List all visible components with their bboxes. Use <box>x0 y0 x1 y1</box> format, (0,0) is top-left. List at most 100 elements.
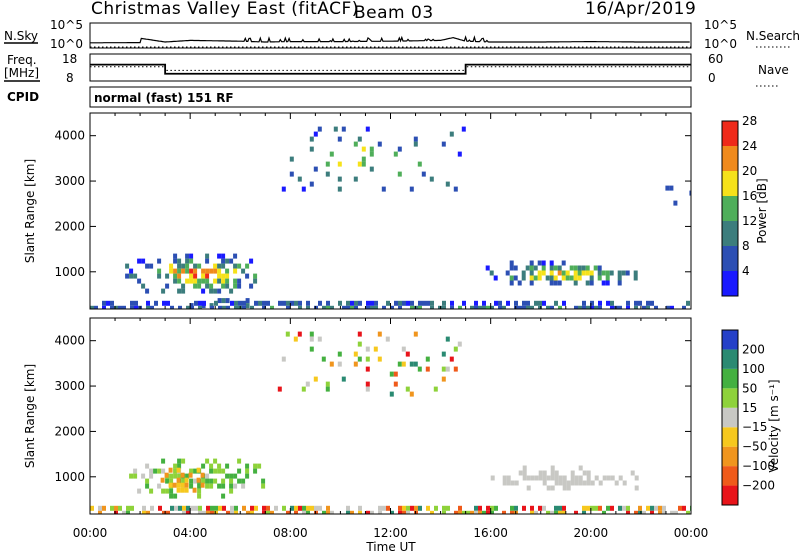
velocity-cell <box>317 336 322 342</box>
velocity-cell <box>126 510 130 514</box>
power-cell <box>545 275 550 281</box>
power-cell <box>402 300 406 306</box>
power-cell <box>146 300 150 306</box>
velocity-cell <box>662 505 666 511</box>
power-cell <box>189 268 194 274</box>
power-cell <box>337 161 342 167</box>
power-cell <box>290 300 294 306</box>
power-ytick-label: 2000 <box>54 219 85 233</box>
velocity-cell <box>490 505 494 511</box>
velocity-cell <box>574 480 579 486</box>
velocity-cell <box>434 505 438 511</box>
power-cell <box>533 265 538 271</box>
power-cell <box>589 280 594 286</box>
velocity-cell <box>554 480 559 486</box>
power-cell <box>149 263 154 269</box>
freq-panel-frame <box>89 53 692 82</box>
power-cell <box>309 181 314 187</box>
power-cell <box>286 305 290 309</box>
power-cell <box>242 300 246 306</box>
velocity-cell <box>526 475 531 481</box>
velocity-cell <box>142 505 146 511</box>
power-cell <box>289 171 294 177</box>
power-cell <box>593 265 598 271</box>
power-colorbar-swatch <box>722 146 738 171</box>
velocity-cell <box>554 510 558 514</box>
velocity-cell <box>222 505 226 511</box>
power-cell <box>245 303 250 309</box>
power-cell <box>225 283 230 289</box>
velocity-cell <box>586 480 591 486</box>
velocity-cell <box>357 341 362 347</box>
power-cell <box>441 141 446 147</box>
velocity-cell <box>458 510 462 514</box>
velocity-colorbar-tick: 15 <box>742 401 757 415</box>
velocity-cell <box>538 505 542 511</box>
power-cell <box>673 200 678 206</box>
power-cell <box>157 273 162 279</box>
power-cell <box>541 265 546 271</box>
velocity-cell <box>674 510 678 514</box>
velocity-cell <box>534 475 539 481</box>
power-cell <box>177 258 182 264</box>
power-cell <box>366 300 370 306</box>
power-cell <box>289 156 294 162</box>
velocity-cell <box>221 468 226 474</box>
velocity-cell <box>176 467 181 473</box>
noise-panel-frame <box>89 22 692 49</box>
velocity-cell <box>510 510 514 514</box>
power-cell <box>329 151 334 157</box>
power-cell <box>286 300 290 306</box>
power-cell <box>237 263 242 269</box>
velocity-cell <box>114 510 118 514</box>
velocity-cell <box>478 510 482 514</box>
velocity-cell <box>294 510 298 514</box>
velocity-cell <box>325 386 330 392</box>
power-cell <box>549 280 554 286</box>
velocity-cell <box>365 366 370 372</box>
power-cell <box>118 305 122 309</box>
velocity-cell <box>237 458 242 464</box>
velocity-cell <box>430 510 434 514</box>
velocity-cell <box>389 391 394 397</box>
power-cell <box>270 305 274 309</box>
velocity-cell <box>217 483 222 489</box>
velocity-cell <box>173 473 178 479</box>
power-cell <box>346 305 350 309</box>
velocity-cell <box>586 470 591 476</box>
nave-ytick-bottom: 0 <box>708 71 716 85</box>
power-cell <box>262 300 266 306</box>
power-cell <box>173 258 178 264</box>
power-cell <box>341 126 346 132</box>
power-cell <box>509 280 514 286</box>
power-cell <box>562 300 566 306</box>
velocity-cell <box>614 480 619 486</box>
power-cell <box>369 166 374 172</box>
power-cell <box>225 268 230 274</box>
power-cell <box>529 265 534 271</box>
power-cell <box>253 273 258 279</box>
power-cell <box>170 305 174 309</box>
velocity-cell <box>309 336 314 342</box>
velocity-cell <box>558 480 563 486</box>
power-cell <box>513 265 518 271</box>
cpid-value: normal (fast) 151 RF <box>94 91 234 105</box>
power-cell <box>197 278 202 284</box>
power-cell <box>494 300 498 306</box>
power-cell <box>478 305 482 309</box>
power-cell <box>177 268 182 274</box>
velocity-cell <box>502 510 506 514</box>
power-ytick-label: 1000 <box>54 265 85 279</box>
velocity-cell <box>325 381 330 387</box>
power-cell <box>686 300 690 306</box>
power-cell <box>557 265 562 271</box>
velocity-cell <box>229 473 234 479</box>
velocity-cell <box>309 331 314 337</box>
power-cell <box>557 280 562 286</box>
power-cell <box>569 265 574 271</box>
power-cell <box>318 300 322 306</box>
velocity-cell <box>442 505 446 511</box>
velocity-cell <box>626 510 630 514</box>
power-cell <box>581 270 586 276</box>
power-cell <box>181 283 186 289</box>
